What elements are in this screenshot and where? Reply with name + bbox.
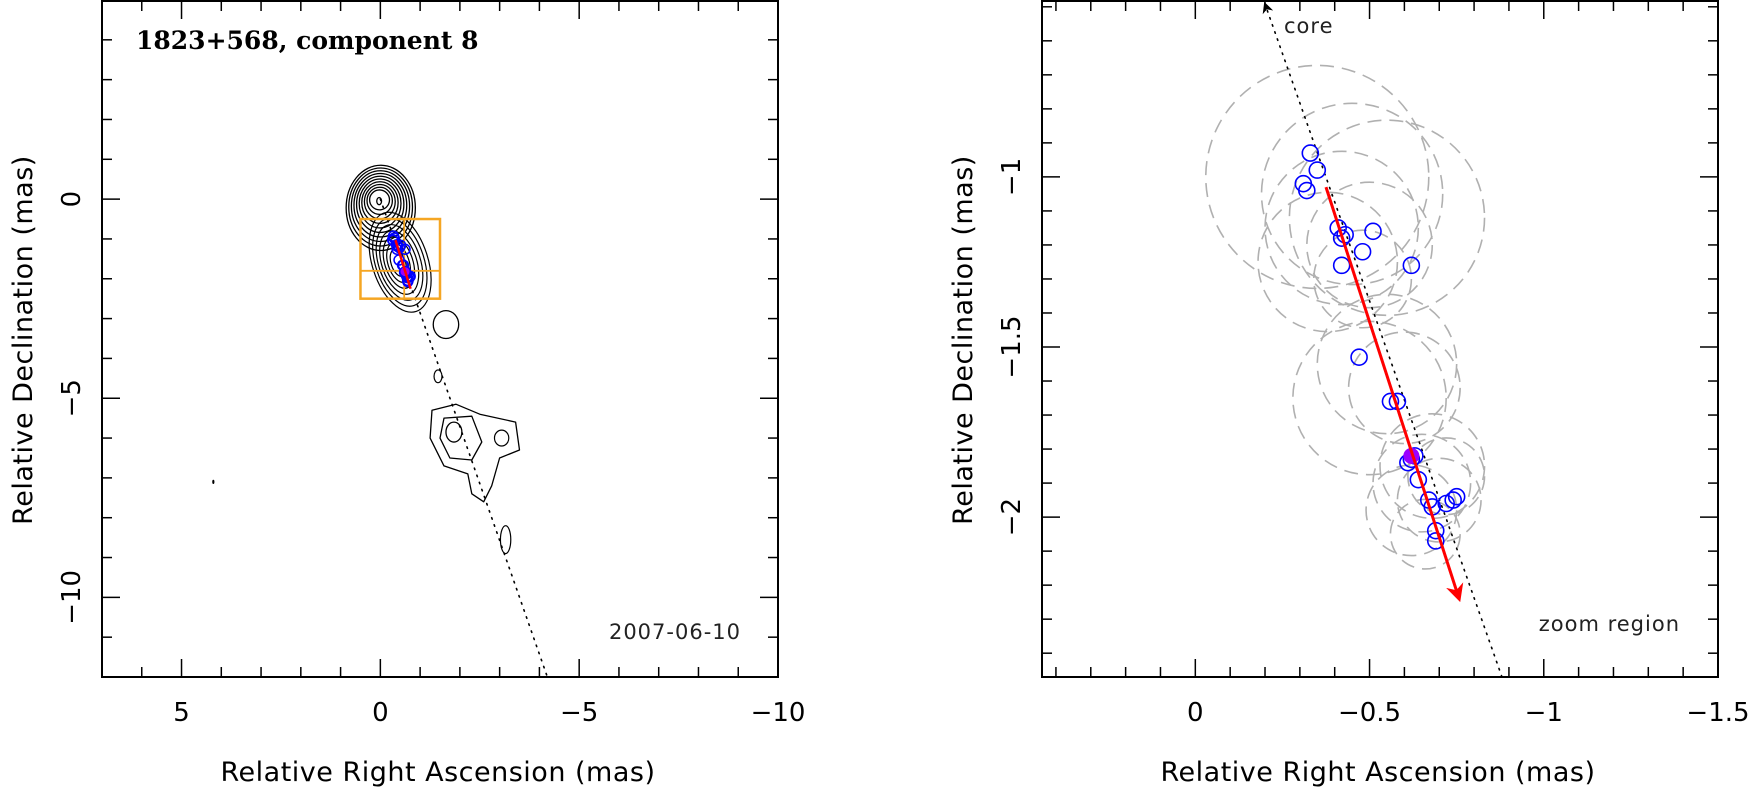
right-x-tick-label: −1.5 [1686, 698, 1749, 728]
left-y-tick-label: −10 [57, 570, 87, 625]
component-fwhm-circle [1379, 413, 1486, 520]
left-panel-contour-map: 5 0 −5 −10 0 −5 −10 1823+568, component 8 2007… [8, 0, 805, 788]
right-y-tick-label: −2 [997, 498, 1027, 536]
component-fwhm-circle [1407, 437, 1486, 516]
left-component-point [399, 243, 411, 256]
right-y-axis-label: Relative Declination (mas) [948, 155, 979, 525]
component-fwhm-circle [1389, 498, 1461, 570]
left-x-tick-label: −10 [751, 698, 806, 728]
right-axis-ticks [1042, 1, 1718, 677]
left-axis-ticks [102, 1, 778, 677]
blob-contour [432, 309, 460, 340]
right-component-point [1447, 487, 1466, 506]
left-y-axis-label: Relative Declination (mas) [8, 155, 39, 525]
right-component-point [1329, 219, 1347, 237]
left-y-tick-label: 0 [57, 191, 87, 208]
right-component-point [1298, 181, 1316, 200]
blob-contour [433, 369, 443, 384]
right-component-point [1381, 392, 1400, 411]
left-tick-labels: 5 0 −5 −10 0 −5 −10 [57, 191, 805, 728]
core-contour [355, 175, 405, 234]
component-fwhm-circle [1306, 181, 1434, 309]
core-contour [358, 178, 402, 229]
zoom-region-label: zoom region [1539, 612, 1680, 636]
component-fwhm-circle [1396, 457, 1482, 543]
component-fwhm-circle [1372, 433, 1472, 533]
right-component-point [1350, 348, 1368, 367]
component-contour [382, 236, 416, 289]
left-y-tick-label: −5 [57, 379, 87, 417]
core-direction-label: core [1284, 14, 1334, 38]
noise-contour [212, 479, 215, 484]
component-fwhm-circle [1365, 464, 1458, 557]
left-x-tick-label: 5 [173, 698, 190, 728]
right-component-point [1444, 491, 1462, 509]
component-fwhm-circle [1204, 64, 1430, 290]
core-contour [348, 167, 414, 247]
right-panel-zoom: 0 −0.5 −1 −1.5 −1 −1.5 −2 core zoom region Rel… [948, 0, 1750, 788]
zoom-region-box [359, 217, 442, 300]
left-x-axis-label: Relative Right Ascension (mas) [220, 757, 655, 788]
core-contour [366, 186, 394, 216]
right-plot-frame [1041, 0, 1719, 678]
left-motion-vector [394, 239, 412, 290]
component-contour [379, 230, 420, 295]
right-component-point [1332, 256, 1351, 275]
right-component-positions [1294, 144, 1466, 550]
right-component-point [1301, 144, 1320, 162]
right-component-point [1308, 161, 1327, 179]
right-component-point [1353, 242, 1372, 261]
left-x-tick-label: −5 [560, 698, 598, 728]
component-fwhm-circle [1312, 229, 1413, 329]
knot-contour-outer [429, 403, 521, 503]
right-tick-labels: 0 −0.5 −1 −1.5 −1 −1.5 −2 [997, 158, 1750, 728]
knot-contour-inner [439, 415, 483, 461]
knot-contour-east [493, 429, 510, 447]
left-contours [212, 164, 521, 555]
right-y-tick-label: −1.5 [997, 315, 1027, 378]
left-plot-frame [101, 0, 779, 678]
right-x-tick-label: 0 [1187, 698, 1204, 728]
right-x-axis-label: Relative Right Ascension (mas) [1160, 757, 1595, 788]
left-component-positions [386, 230, 416, 288]
component-fwhm-circle [1260, 102, 1444, 286]
right-x-tick-label: −0.5 [1338, 698, 1401, 728]
right-component-point [1426, 532, 1445, 550]
left-panel-title: 1823+568, component 8 [136, 26, 479, 55]
right-direction-line [1262, 1, 1503, 678]
right-y-tick-label: −1 [997, 158, 1027, 196]
blob-contour [499, 525, 512, 555]
right-motion-vector [1324, 186, 1464, 603]
core-contour [345, 164, 416, 252]
component-fwhm-circle [1257, 191, 1399, 333]
right-x-tick-label: −1 [1525, 698, 1563, 728]
component-fwhm-circle [1288, 119, 1486, 317]
core-contour [353, 172, 408, 238]
core-contour [368, 189, 391, 211]
epoch-date-label: 2007-06-10 [609, 620, 741, 644]
left-x-tick-label: 0 [372, 698, 389, 728]
peak-contour [376, 196, 383, 206]
component-fwhm-circles [1204, 64, 1486, 570]
right-component-point [1332, 229, 1351, 247]
component-fwhm-circle [1316, 293, 1458, 435]
right-component-point [1364, 222, 1382, 241]
right-component-point [1402, 256, 1421, 275]
